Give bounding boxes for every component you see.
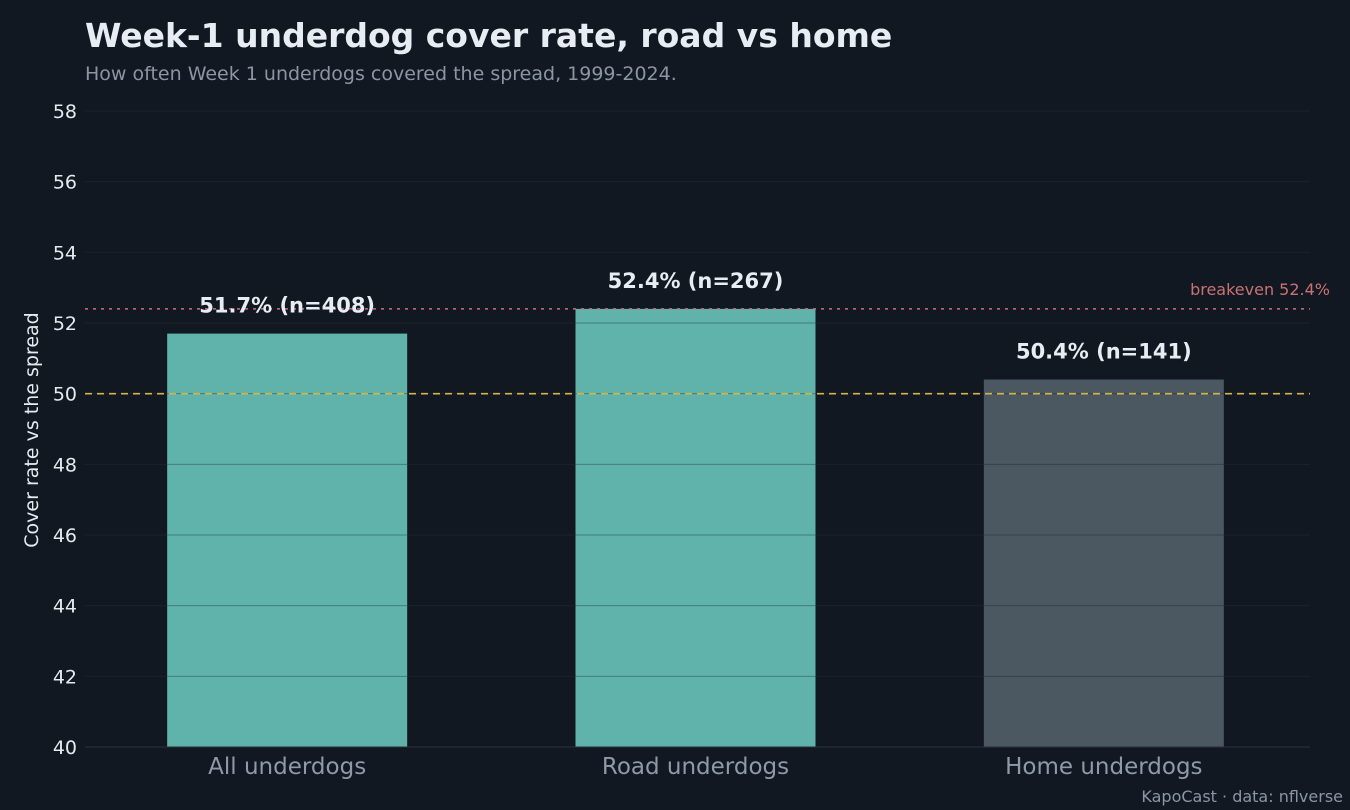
chart-title: Week-1 underdog cover rate, road vs home xyxy=(85,16,893,55)
category-label: Home underdogs xyxy=(1005,754,1202,780)
y-tick-label: 48 xyxy=(53,454,77,476)
category-label: All underdogs xyxy=(208,754,366,780)
bar xyxy=(575,308,816,747)
y-tick-label: 46 xyxy=(53,525,77,547)
y-tick-label: 50 xyxy=(53,384,77,406)
y-tick-label: 42 xyxy=(53,666,77,688)
source-credit: KapoCast · data: nflverse xyxy=(1141,787,1343,806)
chart-subtitle: How often Week 1 underdogs covered the s… xyxy=(85,63,677,85)
y-tick-label: 44 xyxy=(53,596,77,618)
y-tick-label: 52 xyxy=(53,313,77,335)
bar-value-label: 51.7% (n=408) xyxy=(199,294,375,318)
category-label: Road underdogs xyxy=(602,754,789,780)
breakeven-label: breakeven 52.4% xyxy=(1190,280,1330,299)
y-axis-label: Cover rate vs the spread xyxy=(21,312,43,547)
bar-value-label: 50.4% (n=141) xyxy=(1016,340,1192,364)
bar-value-label: 52.4% (n=267) xyxy=(608,269,784,293)
y-tick-label: 56 xyxy=(53,172,77,194)
y-tick-label: 54 xyxy=(53,242,77,264)
y-tick-label: 40 xyxy=(53,737,77,759)
bar xyxy=(167,333,408,747)
y-tick-label: 58 xyxy=(53,101,77,123)
bar xyxy=(983,379,1224,747)
